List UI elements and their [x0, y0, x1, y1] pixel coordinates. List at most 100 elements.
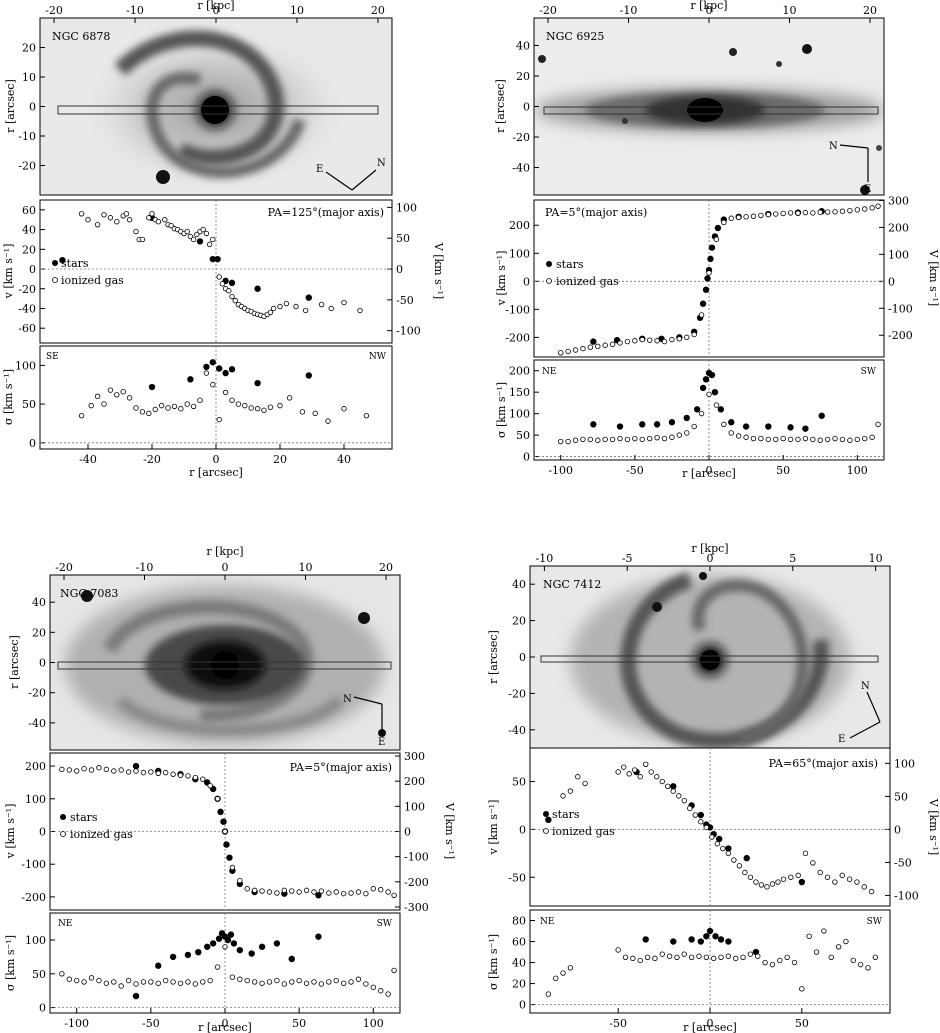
- gas-dispersion-point: [587, 436, 594, 443]
- star-dispersion-point: [711, 388, 719, 396]
- image-ytick-label: -20: [512, 131, 530, 144]
- gas-dispersion-point: [126, 395, 133, 401]
- V-tick-label: 300: [888, 194, 909, 207]
- top-tick-label: 0: [222, 561, 229, 574]
- star-dispersion-point: [305, 372, 312, 379]
- gas-dispersion-point: [281, 981, 288, 987]
- gas-velocity-point: [617, 340, 623, 346]
- star-dispersion-point: [184, 951, 192, 959]
- star-velocity-point: [590, 338, 597, 345]
- gas-velocity-point: [735, 214, 742, 221]
- top-ticks: -20 -10 0 10 20: [539, 4, 877, 23]
- compass-e-label: E: [864, 184, 871, 195]
- star-dispersion-point: [590, 421, 597, 428]
- gas-dispersion-point: [740, 954, 746, 960]
- gas-velocity-point: [795, 210, 801, 216]
- gas-dispersion-point: [632, 435, 638, 442]
- gas-dispersion-point: [630, 955, 636, 962]
- compass: [353, 696, 383, 736]
- gas-velocity-point: [753, 879, 759, 885]
- V-tick-label: -100: [888, 302, 913, 315]
- v-tick-label: 40: [22, 224, 36, 237]
- gas-dispersion-point: [158, 402, 165, 409]
- star-velocity-point: [702, 286, 710, 293]
- gas-velocity-point: [557, 350, 564, 356]
- gas-velocity-point: [681, 797, 687, 804]
- gas-dispersion-point: [676, 432, 683, 438]
- gas-dispersion-point: [747, 951, 754, 957]
- corner-right-label: SW: [867, 917, 883, 927]
- star-velocity-point: [704, 275, 711, 282]
- v-tick-label: 20: [22, 243, 36, 256]
- V-tick-label: 200: [404, 775, 425, 788]
- gas-velocity-point: [194, 231, 200, 238]
- star-velocity-point: [715, 835, 723, 843]
- gas-velocity-point: [769, 881, 776, 887]
- gas-velocity-point: [78, 211, 85, 217]
- gas-dispersion-point: [681, 951, 687, 957]
- top-tick-label: -10: [620, 4, 638, 17]
- x-axis-label: r [arcsec]: [683, 1021, 737, 1033]
- gas-dispersion-point: [248, 405, 254, 411]
- image-ytick-label: 40: [516, 39, 530, 52]
- gas-dispersion-point: [828, 954, 834, 960]
- image-ytick-label: 20: [32, 626, 46, 639]
- top-tick-label: -20: [539, 4, 557, 17]
- gas-velocity-point: [96, 765, 102, 771]
- gas-velocity-point: [676, 336, 683, 342]
- gas-velocity-point: [839, 208, 846, 214]
- V-tick-label: 50: [894, 790, 908, 803]
- image-ytick-label: 10: [22, 71, 36, 84]
- sigma-tick-label: 100: [15, 359, 36, 372]
- gas-velocity-point: [665, 783, 671, 790]
- gas-velocity-point: [580, 345, 586, 352]
- image-ytick-label: -20: [18, 160, 36, 173]
- star-velocity-point: [132, 762, 140, 770]
- gas-dispersion-point: [192, 981, 199, 987]
- gas-velocity-point: [118, 767, 124, 773]
- sigma-ylabel: σ [km s⁻¹]: [2, 369, 15, 425]
- legend-gas-label: ionized gas: [61, 274, 124, 287]
- gas-dispersion-point: [835, 944, 842, 950]
- sigma-tick-label: 40: [512, 957, 526, 970]
- v-tick-label: 100: [509, 247, 530, 260]
- velocity-panel: 60 40 20 0 -20 -40 -60 100 50 0 -50 -100 PA=125°(m…: [2, 199, 445, 344]
- gas-velocity-point: [773, 211, 779, 217]
- gas-dispersion-point: [78, 412, 85, 419]
- gas-velocity-point: [146, 215, 152, 221]
- gas-velocity-point: [355, 889, 362, 895]
- gas-dispersion-point: [684, 430, 690, 436]
- gas-dispersion-point: [203, 370, 210, 376]
- x-tick-label: 20: [273, 453, 287, 466]
- star-dispersion-point: [708, 371, 716, 379]
- gas-velocity-point: [802, 850, 809, 857]
- gas-velocity-point: [587, 344, 594, 350]
- gas-dispersion-point: [602, 436, 608, 443]
- gas-velocity-point: [684, 334, 690, 341]
- star-dispersion-point: [742, 423, 750, 430]
- gas-velocity-point: [155, 770, 161, 776]
- star-dispersion-point: [725, 938, 732, 945]
- x-axis-label: r [arcsec]: [682, 467, 736, 480]
- star-dispersion-point: [699, 384, 707, 392]
- top-tick-label: 10: [290, 4, 304, 17]
- gas-velocity-point: [266, 889, 273, 895]
- top-axis-label: r [kpc]: [197, 0, 234, 12]
- compass-n-label: N: [829, 141, 838, 152]
- gas-dispersion-point: [666, 953, 673, 959]
- gas-velocity-point: [659, 778, 665, 785]
- x-tick-label: -100: [64, 1017, 89, 1030]
- sigma-tick-label: 0: [519, 999, 526, 1012]
- gas-velocity-point: [114, 218, 120, 225]
- V-tick-label: -50: [894, 856, 912, 869]
- gas-dispersion-point: [118, 983, 124, 989]
- gas-velocity-point: [311, 889, 317, 895]
- compass-e-label: E: [378, 737, 385, 748]
- gas-dispersion-point: [857, 961, 864, 968]
- v-tick-label: -40: [18, 302, 36, 315]
- gas-dispersion-point: [148, 979, 154, 985]
- gas-velocity-point: [875, 203, 881, 209]
- compass: [849, 691, 881, 739]
- x-tick-label: 50: [776, 464, 790, 477]
- V-tick-label: 100: [404, 800, 425, 813]
